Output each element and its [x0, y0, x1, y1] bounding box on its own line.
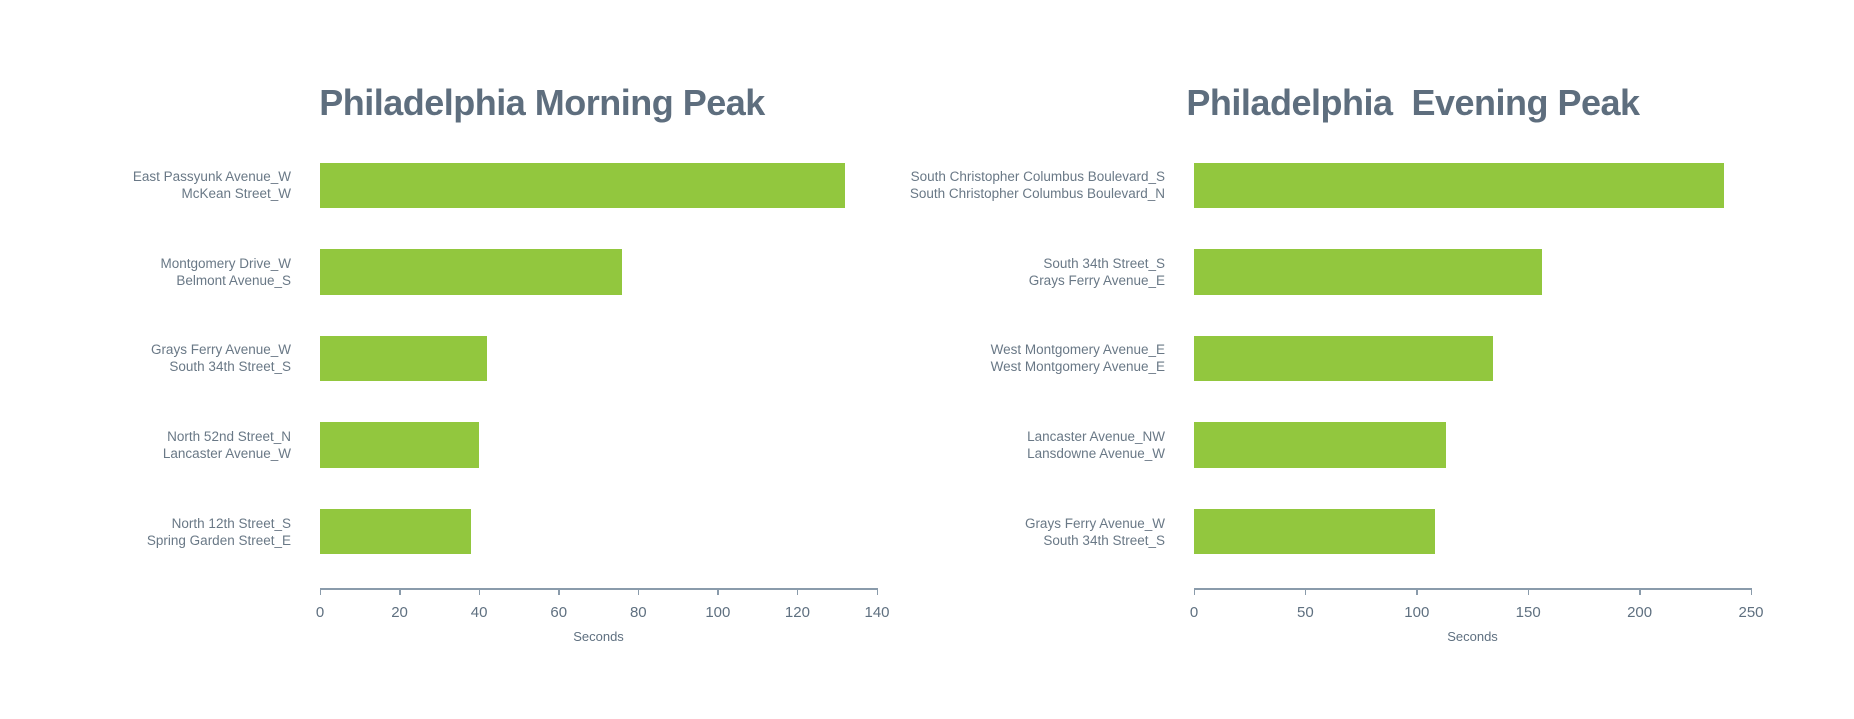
- bar[interactable]: [1194, 508, 1435, 555]
- category-label: South 34th Street_S Grays Ferry Avenue_E: [1028, 255, 1165, 288]
- x-axis-tick: [558, 588, 560, 595]
- chart-title: Philadelphia Morning Peak: [319, 82, 765, 123]
- x-tick-label: 100: [1404, 604, 1430, 621]
- x-axis-tick: [1304, 588, 1307, 595]
- category-label: Montgomery Drive_W Belmont Avenue_S: [160, 255, 291, 288]
- bar[interactable]: [1194, 335, 1493, 382]
- category-label: North 12th Street_S Spring Garden Street_…: [146, 515, 291, 548]
- bar[interactable]: [320, 335, 488, 382]
- x-tick-label: 140: [864, 604, 890, 621]
- bar[interactable]: [1194, 162, 1725, 208]
- x-tick-label: 120: [784, 604, 810, 621]
- x-axis-tick: [876, 588, 878, 595]
- x-axis-line: [319, 588, 878, 590]
- bar[interactable]: [1194, 422, 1446, 468]
- category-label: South Christopher Columbus Boulevard_S So…: [909, 169, 1165, 202]
- x-axis-tick: [1416, 588, 1418, 595]
- x-tick-label: 60: [550, 604, 568, 621]
- x-axis-tick: [1193, 588, 1195, 595]
- x-axis-tick: [1750, 588, 1752, 595]
- category-label: West Montgomery Avenue_E West Montgomery …: [990, 342, 1165, 375]
- bar[interactable]: [1194, 249, 1542, 295]
- x-tick-label: 250: [1738, 604, 1764, 621]
- x-axis-title: Seconds: [1447, 629, 1498, 644]
- x-axis-tick: [637, 588, 640, 595]
- category-label: North 52nd Street_N Lancaster Avenue_W: [162, 429, 291, 462]
- x-tick-label: 150: [1515, 604, 1541, 621]
- x-axis-tick: [319, 588, 321, 595]
- x-tick-label: 20: [391, 604, 408, 621]
- x-axis-title: Seconds: [573, 629, 624, 644]
- bar[interactable]: [320, 162, 846, 208]
- x-tick-label: 0: [315, 604, 325, 621]
- x-axis-tick: [1527, 588, 1530, 595]
- chart-title: Philadelphia Evening Peak: [1186, 82, 1640, 123]
- x-tick-label: 200: [1627, 604, 1653, 621]
- bar[interactable]: [320, 422, 480, 468]
- bar[interactable]: [320, 508, 472, 555]
- x-axis-tick: [796, 588, 799, 595]
- x-tick-label: 100: [705, 604, 731, 621]
- x-tick-label: 0: [1189, 604, 1199, 621]
- x-axis-tick: [399, 588, 401, 595]
- x-axis-line: [1193, 588, 1752, 590]
- bar[interactable]: [320, 249, 623, 295]
- x-tick-label: 40: [470, 604, 488, 621]
- category-label: Lancaster Avenue_NW Lansdowne Avenue_W: [1027, 429, 1165, 462]
- x-tick-label: 80: [629, 604, 647, 621]
- x-tick-label: 50: [1297, 604, 1314, 621]
- category-label: Grays Ferry Avenue_W South 34th Street_S: [150, 342, 291, 375]
- x-axis-tick: [478, 588, 481, 595]
- category-label: East Passyunk Avenue_W McKean Street_W: [132, 169, 291, 202]
- category-label: Grays Ferry Avenue_W South 34th Street_S: [1024, 515, 1165, 548]
- x-axis-tick: [717, 588, 719, 595]
- x-axis-tick: [1639, 588, 1641, 595]
